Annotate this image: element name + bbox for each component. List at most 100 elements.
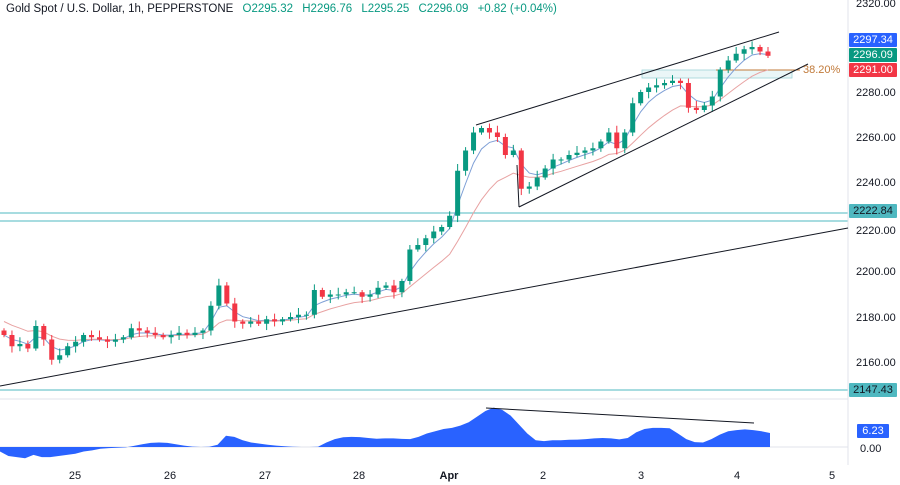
wedge-upper-line[interactable]	[475, 31, 780, 126]
candle-body	[606, 132, 612, 142]
close-value: C2296.09	[418, 3, 469, 15]
candle-body	[455, 170, 461, 216]
candle	[518, 148, 524, 196]
candle-body	[518, 150, 524, 189]
high-value: H2296.76	[302, 3, 353, 15]
candle-body	[224, 285, 230, 304]
x-axis: 25 26 27 28 Apr 2 3 4 5	[69, 470, 835, 482]
candle	[272, 313, 278, 327]
candle-body	[41, 326, 47, 340]
candle	[654, 78, 660, 93]
candle	[439, 224, 445, 236]
candle	[693, 101, 699, 114]
indicator-divergence-line[interactable]	[485, 407, 755, 424]
ma-fast-line	[3, 53, 769, 351]
candle	[677, 78, 683, 90]
candle-body	[375, 287, 381, 295]
candle	[136, 321, 142, 337]
candle	[184, 329, 190, 339]
candle-body	[717, 69, 723, 97]
price-tag-high: 2297.34	[849, 33, 897, 47]
candle	[749, 41, 755, 55]
trendline-long-support[interactable]	[0, 227, 849, 387]
candle-body	[73, 341, 79, 347]
x-tick-label: 26	[164, 470, 176, 482]
y-tick-label: 2280.00	[856, 87, 896, 99]
candle	[295, 308, 301, 324]
candle	[765, 47, 771, 59]
y-tick-label: 2260.00	[856, 132, 896, 144]
candle	[383, 282, 389, 290]
candle	[240, 319, 246, 329]
candle-body	[208, 305, 214, 331]
candle	[264, 315, 270, 331]
candle-body	[335, 294, 341, 296]
candle-body	[319, 290, 325, 297]
candle-body	[598, 141, 604, 149]
candle	[558, 157, 564, 165]
candle-body	[749, 47, 755, 50]
candle	[431, 225, 437, 244]
candle-body	[17, 344, 23, 347]
x-tick-label: 4	[734, 470, 740, 482]
candle	[733, 47, 739, 63]
candle	[319, 287, 325, 299]
candle	[224, 282, 230, 306]
candle	[463, 147, 469, 176]
candle-body	[104, 339, 110, 342]
y-axis: 2320.00 2280.00 2260.00 2240.00 2220.00 2200.…	[856, 0, 896, 369]
wedge-left-edge[interactable]	[516, 164, 520, 208]
candle-body	[152, 332, 158, 335]
candle-body	[232, 303, 238, 322]
candle-body	[407, 249, 413, 281]
candle	[614, 125, 620, 155]
candle-body	[288, 317, 293, 320]
y-tick-label: 2240.00	[856, 177, 896, 189]
candle	[303, 311, 309, 320]
ma-slow-line	[3, 69, 769, 341]
candle-body	[677, 80, 683, 83]
price-tag-ma: 2291.00	[849, 63, 897, 77]
candle	[232, 297, 238, 328]
candle-body	[65, 346, 71, 356]
candle-body	[590, 148, 596, 151]
symbol-legend[interactable]: Gold Spot / U.S. Dollar, 1h, PEPPERSTONE…	[6, 3, 557, 15]
candle-body	[614, 132, 620, 149]
candle	[176, 326, 182, 340]
candle-body	[510, 150, 516, 155]
candle-body	[144, 330, 150, 333]
candle	[144, 327, 150, 338]
candle	[399, 278, 405, 298]
x-tick-label: 28	[353, 470, 365, 482]
candle	[81, 332, 87, 347]
candle	[367, 290, 373, 302]
candle-body	[574, 152, 580, 155]
candle-body	[112, 339, 118, 342]
wedge-lower-line[interactable]	[518, 63, 809, 208]
candle-body	[709, 96, 715, 106]
candle-body	[558, 159, 564, 161]
candle-body	[662, 83, 668, 86]
candle-body	[303, 314, 309, 316]
candle	[128, 323, 134, 340]
candle-body	[741, 49, 747, 54]
y-tick-label: 2220.00	[856, 225, 896, 237]
fib-zone[interactable]	[641, 69, 793, 79]
x-tick-label: 27	[259, 470, 271, 482]
candle-body	[311, 290, 317, 315]
candle	[685, 78, 691, 113]
candle-body	[81, 335, 87, 342]
candle	[49, 335, 55, 365]
candle-body	[431, 231, 437, 239]
candle	[423, 234, 429, 252]
candle-body	[176, 332, 182, 335]
candle-body	[200, 330, 206, 333]
candle	[455, 164, 461, 223]
x-tick-label: 2	[540, 470, 546, 482]
price-tag-level-lower: 2147.43	[849, 383, 897, 397]
candle	[73, 336, 79, 353]
candle	[447, 211, 453, 230]
candle	[104, 336, 110, 349]
price-tag-level-upper: 2222.84	[849, 204, 897, 218]
